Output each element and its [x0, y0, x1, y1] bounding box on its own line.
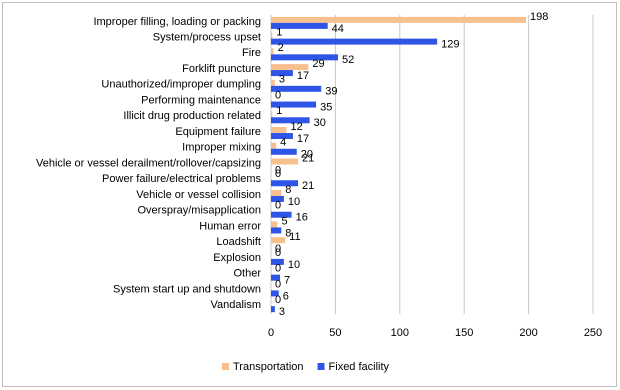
value-label: 0: [275, 247, 281, 259]
legend-label: Transportation: [233, 361, 304, 373]
y-tick-label: Power failure/electrical problems: [102, 173, 261, 185]
value-label: 129: [441, 39, 459, 51]
x-tick-label: 250: [584, 327, 602, 339]
value-label: 2: [278, 42, 284, 54]
bar: [271, 258, 284, 265]
value-label: 35: [320, 101, 332, 113]
value-label: 3: [279, 74, 285, 86]
value-label: 0: [275, 294, 281, 306]
bar: [271, 117, 310, 124]
bar: [271, 195, 284, 202]
value-label: 21: [302, 180, 314, 192]
value-label: 16: [296, 212, 308, 224]
legend-swatch: [317, 363, 325, 370]
y-tick-label: Forklift puncture: [182, 63, 261, 75]
bar: [271, 133, 293, 140]
y-tick-label: System/process upset: [153, 32, 261, 44]
y-tick-label: Human error: [199, 220, 261, 232]
bar: [271, 237, 286, 244]
bar: [271, 189, 282, 196]
value-label: 1: [276, 105, 282, 117]
y-tick-label: Explosion: [213, 252, 261, 264]
chart-frame: [2, 2, 617, 387]
value-label: 10: [288, 196, 300, 208]
y-tick-label: Loadshift: [216, 236, 261, 248]
value-label: 0: [275, 164, 281, 176]
value-label: 52: [342, 54, 354, 66]
value-label: 17: [297, 133, 309, 145]
value-label: 30: [314, 117, 326, 129]
y-tick-label: Fire: [242, 47, 261, 59]
bar: [271, 180, 299, 187]
value-label: 6: [283, 290, 289, 302]
y-tick-label: Vehicle or vessel collision: [136, 189, 261, 201]
y-tick-label: Equipment failure: [175, 126, 261, 138]
bar: [271, 101, 317, 108]
value-label: 44: [332, 23, 344, 35]
bar: [271, 158, 299, 165]
x-tick-label: 200: [519, 327, 537, 339]
value-label: 11: [289, 231, 300, 243]
y-tick-label: Improper filling, loading or packing: [93, 16, 261, 28]
bar: [271, 38, 438, 45]
value-label: 1: [276, 27, 282, 39]
y-tick-label: System start up and shutdown: [113, 283, 261, 295]
legend-label: Fixed facility: [329, 361, 390, 373]
value-label: 0: [275, 89, 281, 101]
value-label: 7: [284, 275, 290, 287]
value-label: 0: [275, 278, 281, 290]
bar: [271, 148, 297, 155]
bar: [271, 111, 273, 118]
value-label: 3: [279, 306, 285, 318]
value-label: 198: [530, 11, 548, 23]
value-label: 0: [275, 243, 281, 255]
bar: [271, 22, 328, 29]
value-label: 8: [285, 184, 291, 196]
y-tick-label: Illicit drug production related: [123, 110, 261, 122]
bar: [271, 64, 309, 71]
value-label: 0: [275, 200, 281, 212]
value-label: 10: [288, 259, 300, 271]
y-tick-label: Other: [233, 268, 261, 280]
value-label: 29: [312, 58, 324, 70]
value-label: 8: [285, 227, 291, 239]
x-tick-label: 0: [268, 327, 274, 339]
bar: [271, 227, 282, 234]
bar: [271, 127, 287, 134]
y-tick-label: Vehicle or vessel derailment/rollover/ca…: [36, 157, 261, 169]
bar: [271, 306, 275, 313]
x-tick-label: 50: [329, 327, 341, 339]
x-tick-label: 100: [391, 327, 409, 339]
value-label: 17: [297, 70, 309, 82]
y-tick-label: Unauthorized/improper dumpling: [101, 79, 261, 91]
value-label: 0: [275, 263, 281, 275]
bar: [271, 16, 527, 23]
bar: [271, 142, 277, 149]
y-tick-label: Performing maintenance: [141, 94, 261, 106]
bar: [271, 274, 281, 281]
bar: [271, 32, 273, 39]
value-label: 21: [302, 152, 314, 164]
x-tick-label: 150: [455, 327, 473, 339]
value-label: 0: [275, 168, 281, 180]
value-label: 39: [325, 86, 337, 98]
bar: [271, 221, 278, 228]
value-label: 5: [281, 215, 287, 227]
value-label: 12: [290, 121, 302, 133]
bar: [271, 211, 292, 218]
y-tick-label: Overspray/misapplication: [138, 205, 262, 217]
bar: [271, 85, 322, 92]
value-label: 20: [301, 149, 313, 161]
bar: [271, 290, 279, 297]
legend-swatch: [222, 363, 229, 370]
bar: [271, 54, 338, 61]
bar: [271, 79, 275, 86]
y-tick-label: Vandalism: [210, 299, 261, 311]
bar: [271, 48, 274, 55]
bar: [271, 70, 293, 77]
y-tick-label: Improper mixing: [182, 142, 261, 154]
value-label: 4: [280, 137, 286, 149]
